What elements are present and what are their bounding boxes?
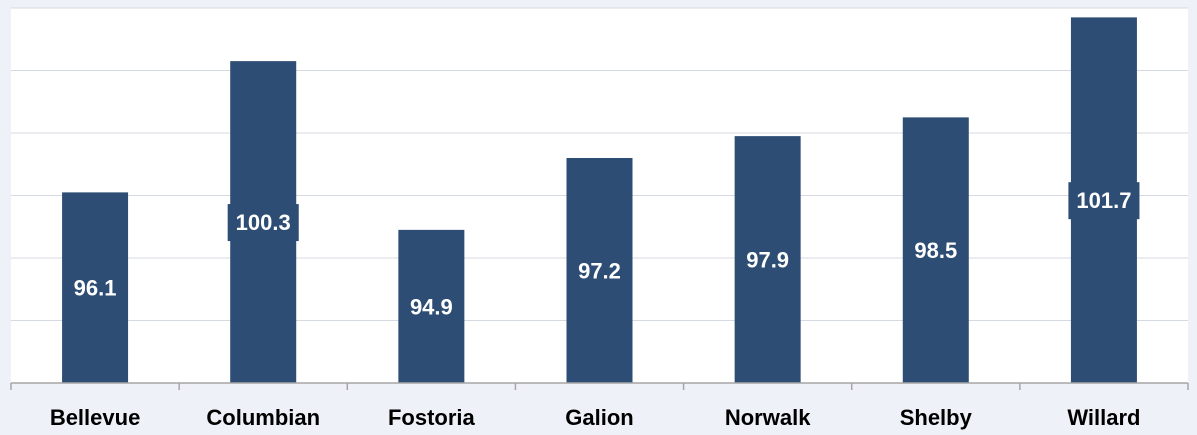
data-label-box <box>906 232 966 270</box>
data-label-box <box>227 204 299 242</box>
data-label: 98.5 <box>914 238 957 263</box>
category-label: Columbian <box>206 405 320 430</box>
data-label: 97.9 <box>746 248 789 273</box>
category-label: Shelby <box>900 405 973 430</box>
data-label-box <box>1068 182 1140 220</box>
category-label: Norwalk <box>725 405 811 430</box>
data-label: 96.1 <box>74 276 117 301</box>
data-labels: 96.1 100.3 94.9 97.2 97.9 98.5 101.7 <box>65 182 1140 326</box>
category-label: Bellevue <box>50 405 141 430</box>
data-label: 94.9 <box>410 294 453 319</box>
category-label: Fostoria <box>388 405 476 430</box>
category-label: Willard <box>1067 405 1140 430</box>
data-label-box <box>570 252 629 290</box>
data-label-box <box>401 288 461 326</box>
data-label: 101.7 <box>1076 188 1131 213</box>
data-label-box <box>65 269 125 307</box>
x-axis <box>10 382 1189 390</box>
category-label: Galion <box>565 405 633 430</box>
data-label: 97.2 <box>578 259 621 284</box>
data-label-box <box>738 241 798 279</box>
category-labels: Bellevue Columbian Fostoria Galion Norwalk Sh… <box>50 405 1141 430</box>
data-label: 100.3 <box>236 210 291 235</box>
